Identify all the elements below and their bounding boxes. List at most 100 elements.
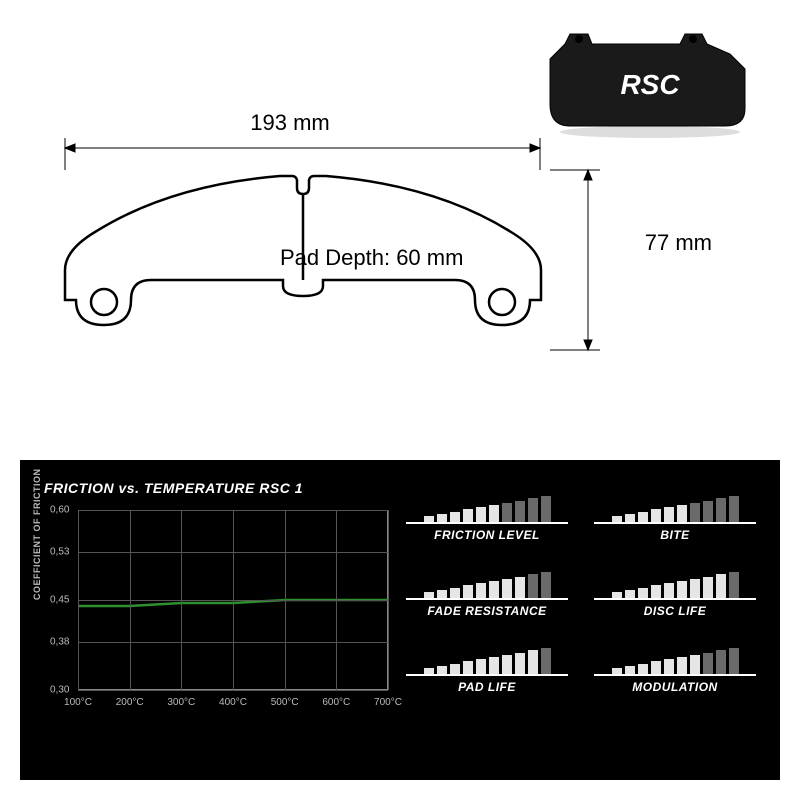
xtick-label: 500°C xyxy=(271,697,299,708)
rating-bar xyxy=(515,577,525,598)
rating-bar xyxy=(528,650,538,674)
rating-bar xyxy=(703,653,713,674)
ytick-label: 0,30 xyxy=(50,685,69,696)
rating-bars xyxy=(406,496,568,524)
rating-bar xyxy=(476,507,486,522)
width-dimension-label: 193 mm xyxy=(40,110,540,136)
rating-label: PAD LIFE xyxy=(406,680,568,694)
rating-bar xyxy=(729,496,739,522)
rating-bars xyxy=(594,572,756,600)
xtick-label: 300°C xyxy=(167,697,195,708)
rating-bar xyxy=(515,501,525,522)
rating-bar xyxy=(612,668,622,674)
rating-item: BITE xyxy=(594,496,756,542)
rating-bar xyxy=(450,588,460,598)
rating-bar xyxy=(716,498,726,522)
rating-bar xyxy=(528,498,538,522)
rating-bar xyxy=(625,514,635,522)
rating-bar xyxy=(638,588,648,598)
performance-panel: FRICTION vs. TEMPERATURE RSC 1 COEFFICIE… xyxy=(20,460,780,780)
rating-label: DISC LIFE xyxy=(594,604,756,618)
brand-text: RSC xyxy=(620,69,680,100)
rating-label: FRICTION LEVEL xyxy=(406,528,568,542)
rating-bar xyxy=(651,661,661,674)
rating-bar xyxy=(651,509,661,522)
rating-item: DISC LIFE xyxy=(594,572,756,618)
rating-bar xyxy=(690,579,700,598)
rating-item: PAD LIFE xyxy=(406,648,568,694)
rating-bar xyxy=(450,512,460,522)
rating-bar xyxy=(424,516,434,522)
technical-drawing: 193 mm 77 mm Pad Depth: 60 mm xyxy=(40,110,660,410)
rating-bar xyxy=(502,503,512,522)
rating-bars xyxy=(594,496,756,524)
rating-bars xyxy=(406,648,568,676)
rating-bar xyxy=(664,507,674,522)
xtick-label: 200°C xyxy=(116,697,144,708)
ratings-grid: FRICTION LEVEL BITE FADE RESISTANCE DISC LI… xyxy=(406,496,756,694)
rating-bar xyxy=(612,592,622,598)
xtick-label: 400°C xyxy=(219,697,247,708)
rating-bar xyxy=(677,505,687,522)
rating-bar xyxy=(651,585,661,598)
rating-bar xyxy=(638,664,648,674)
xtick-label: 700°C xyxy=(374,697,402,708)
ytick-label: 0,38 xyxy=(50,637,69,648)
rating-bar xyxy=(625,590,635,598)
rating-bar xyxy=(476,659,486,674)
ytick-label: 0,45 xyxy=(50,595,69,606)
rating-bar xyxy=(424,668,434,674)
rating-bar xyxy=(703,501,713,522)
rating-bar xyxy=(437,666,447,674)
rating-bar xyxy=(690,655,700,674)
rating-bar xyxy=(541,648,551,674)
rating-bar xyxy=(703,577,713,598)
rating-item: FRICTION LEVEL xyxy=(406,496,568,542)
rating-bar xyxy=(664,583,674,598)
chart-ylabel: COEFFICIENT OF FRICTION xyxy=(32,469,42,601)
rating-bar xyxy=(515,653,525,674)
rating-bar xyxy=(729,572,739,598)
chart-title: FRICTION vs. TEMPERATURE RSC 1 xyxy=(44,480,394,496)
rating-bar xyxy=(677,657,687,674)
rating-bar xyxy=(716,650,726,674)
xtick-label: 600°C xyxy=(322,697,350,708)
rating-bar xyxy=(489,657,499,674)
pad-depth-label: Pad Depth: 60 mm xyxy=(280,245,463,271)
rating-bar xyxy=(463,661,473,674)
rating-bar xyxy=(729,648,739,674)
rating-bar xyxy=(541,572,551,598)
rating-bars xyxy=(594,648,756,676)
rating-label: BITE xyxy=(594,528,756,542)
rating-bar xyxy=(664,659,674,674)
xtick-label: 100°C xyxy=(64,697,92,708)
rating-label: FADE RESISTANCE xyxy=(406,604,568,618)
rating-bar xyxy=(437,590,447,598)
rating-bar xyxy=(677,581,687,598)
rating-bar xyxy=(638,512,648,522)
rating-bar xyxy=(463,509,473,522)
rating-bar xyxy=(450,664,460,674)
rating-bar xyxy=(424,592,434,598)
rating-bar xyxy=(612,516,622,522)
rating-bar xyxy=(489,505,499,522)
ytick-label: 0,60 xyxy=(50,505,69,516)
rating-bar xyxy=(489,581,499,598)
friction-chart: FRICTION vs. TEMPERATURE RSC 1 COEFFICIE… xyxy=(44,480,394,740)
height-dimension-label: 77 mm xyxy=(645,230,712,256)
rating-bar xyxy=(625,666,635,674)
rating-item: FADE RESISTANCE xyxy=(406,572,568,618)
rating-label: MODULATION xyxy=(594,680,756,694)
rating-bars xyxy=(406,572,568,600)
rating-item: MODULATION xyxy=(594,648,756,694)
rating-bar xyxy=(502,655,512,674)
rating-bar xyxy=(463,585,473,598)
ytick-label: 0,53 xyxy=(50,547,69,558)
rating-bar xyxy=(528,574,538,598)
rating-bar xyxy=(716,574,726,598)
rating-bar xyxy=(690,503,700,522)
rating-bar xyxy=(476,583,486,598)
rating-bar xyxy=(502,579,512,598)
rating-bar xyxy=(437,514,447,522)
rating-bar xyxy=(541,496,551,522)
